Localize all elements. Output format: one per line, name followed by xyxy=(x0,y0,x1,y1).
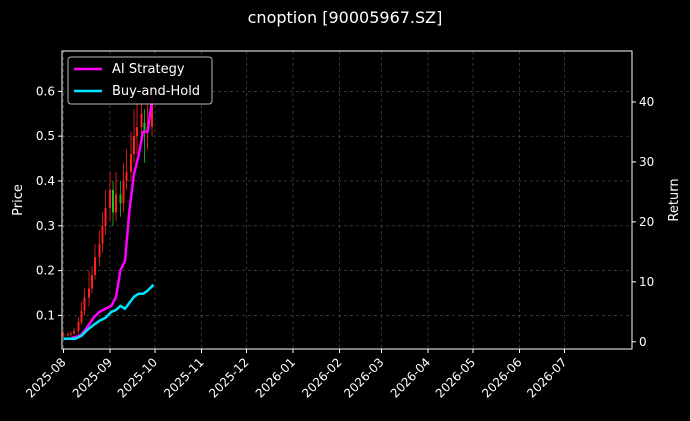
y-left-tick-label: 0.4 xyxy=(36,174,55,188)
x-tick-label: 2026-04 xyxy=(388,355,433,400)
x-tick-label: 2026-01 xyxy=(253,355,298,400)
candle-body xyxy=(109,189,111,208)
y-left-tick-label: 0.1 xyxy=(36,308,55,322)
candle-body xyxy=(98,243,101,258)
series-lines xyxy=(63,89,155,341)
candle-body xyxy=(83,297,86,311)
y-left-tick-label: 0.6 xyxy=(36,84,55,98)
x-tick-label: 2026-06 xyxy=(479,355,524,400)
candle-body xyxy=(143,122,146,132)
candle-body xyxy=(140,113,143,128)
candle-body xyxy=(115,194,117,213)
y-left-tick-label: 0.2 xyxy=(36,264,55,278)
x-tick-label: 2026-02 xyxy=(299,355,344,400)
candle-body xyxy=(104,207,107,226)
x-tick-label: 2025-08 xyxy=(23,355,68,400)
candle-body xyxy=(136,127,138,137)
x-tick-label: 2025-10 xyxy=(115,355,160,400)
candle-body xyxy=(101,225,104,244)
y-axis-left-label: Price xyxy=(11,184,26,216)
series-line-ai-strategy xyxy=(63,89,155,341)
candle-body xyxy=(91,275,93,289)
candle-body xyxy=(70,333,72,335)
candle-body xyxy=(62,334,65,336)
x-tick-label: 2025-12 xyxy=(206,355,251,400)
candle-body xyxy=(80,310,83,323)
candles xyxy=(62,73,153,338)
x-axis: 2025-08 2025-09 2025-10 2025-11 2025-12 2026-… xyxy=(23,349,570,401)
legend: AI Strategy Buy-and-Hold xyxy=(67,56,213,105)
x-tick-label: 2026-03 xyxy=(341,355,386,400)
y-axis-right: 0 10 20 30 40 xyxy=(632,95,654,349)
y-left-tick-label: 0.5 xyxy=(36,129,55,143)
candle-body xyxy=(94,257,96,276)
y-left-tick-label: 0.3 xyxy=(36,219,55,233)
candle-body xyxy=(122,180,125,204)
series-line-buy-and-hold xyxy=(63,283,155,341)
candle-body xyxy=(119,194,122,204)
y-right-tick-label: 30 xyxy=(639,155,654,169)
y-axis-right-label: Return xyxy=(667,178,682,221)
candle-body xyxy=(130,154,132,172)
legend-label-ai: AI Strategy xyxy=(112,62,185,77)
candle-body xyxy=(112,189,114,213)
chart-title: cnoption [90005967.SZ] xyxy=(248,8,443,27)
candle-body xyxy=(67,334,69,336)
candle-body xyxy=(125,171,128,181)
legend-box xyxy=(67,56,213,105)
y-right-tick-label: 40 xyxy=(639,95,654,109)
x-tick-label: 2025-09 xyxy=(70,355,115,400)
y-axis-left: 0.1 0.2 0.3 0.4 0.5 0.6 xyxy=(36,84,62,322)
y-right-tick-label: 20 xyxy=(639,215,654,229)
candle-body xyxy=(73,331,75,334)
plot-frame xyxy=(61,50,633,350)
candle-body xyxy=(133,136,135,155)
legend-label-bh: Buy-and-Hold xyxy=(112,84,200,99)
y-right-tick-label: 0 xyxy=(639,335,647,349)
candle-body xyxy=(77,322,80,332)
candle-body xyxy=(88,288,90,298)
x-tick-label: 2025-11 xyxy=(161,355,206,400)
x-tick-label: 2026-05 xyxy=(433,355,478,400)
y-right-tick-label: 10 xyxy=(639,275,654,289)
x-tick-label: 2026-07 xyxy=(524,355,569,400)
